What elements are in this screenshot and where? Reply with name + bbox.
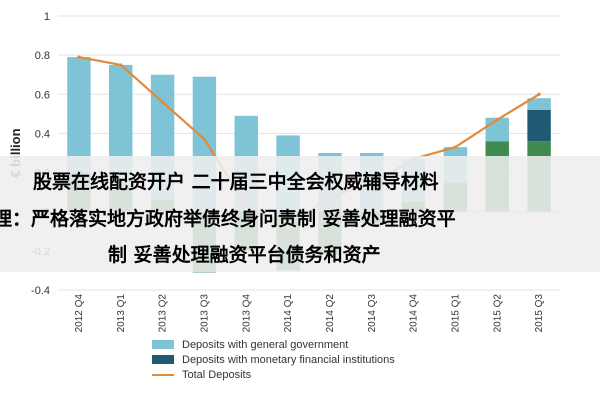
total-deposits-point	[537, 92, 541, 96]
y-tick-label: -0.4	[31, 285, 50, 297]
x-tick-label: 2014 Q3	[367, 294, 378, 333]
x-tick-label: 2013 Q1	[116, 294, 127, 333]
x-tick-label: 2015 Q3	[534, 294, 545, 333]
legend-label: Deposits with monetary financial institu…	[182, 353, 395, 366]
x-tick-label: 2013 Q2	[158, 294, 169, 333]
x-tick-label: 2013 Q4	[241, 294, 252, 333]
total-deposits-point	[453, 145, 458, 149]
x-tick-label: 2015 Q2	[492, 294, 503, 333]
legend-swatch	[152, 340, 174, 349]
bar-segment	[527, 98, 551, 110]
overlay-line-1: 股票在线配资开户 二十届三中全会权威辅导材料	[33, 171, 439, 193]
y-tick-label: 1	[44, 11, 50, 23]
total-deposits-point	[202, 137, 207, 141]
x-tick-label: 2015 Q1	[450, 294, 461, 333]
legend-item-general-government: Deposits with general government	[152, 337, 395, 352]
legend-item-total: Total Deposits	[152, 367, 395, 382]
x-tick-label: 2012 Q4	[74, 294, 85, 333]
legend-label: Total Deposits	[182, 368, 252, 381]
y-tick-label: 0.4	[35, 128, 50, 140]
bar-segment	[527, 109, 551, 142]
legend-line-swatch	[152, 373, 174, 376]
bar-segment	[67, 57, 91, 173]
x-tick-label: 2014 Q1	[283, 294, 294, 333]
overlay-line-3: 制 妥善处理融资平台债务和资产	[108, 244, 381, 266]
chart-legend: Deposits with general government Deposit…	[152, 337, 395, 382]
legend-item-monetary-financial: Deposits with monetary financial institu…	[152, 352, 395, 367]
y-tick-label: 0.6	[35, 89, 50, 101]
y-tick-label: 0.8	[35, 50, 50, 62]
total-deposits-point	[77, 55, 81, 59]
total-deposits-point	[160, 100, 165, 104]
x-tick-label: 2013 Q3	[199, 294, 210, 333]
legend-label: Deposits with general government	[182, 338, 349, 351]
total-deposits-point	[119, 63, 123, 67]
overlay-line-2: 理：严格落实地方政府举债终身问责制 妥善处理融资平	[0, 208, 456, 230]
overlay-banner: 股票在线配资开户 二十届三中全会权威辅导材料 理：严格落实地方政府举债终身问责制…	[0, 156, 600, 272]
legend-swatch	[152, 355, 174, 364]
x-tick-label: 2014 Q2	[325, 294, 336, 333]
total-deposits-point	[495, 118, 499, 122]
x-tick-label: 2014 Q4	[409, 294, 420, 333]
